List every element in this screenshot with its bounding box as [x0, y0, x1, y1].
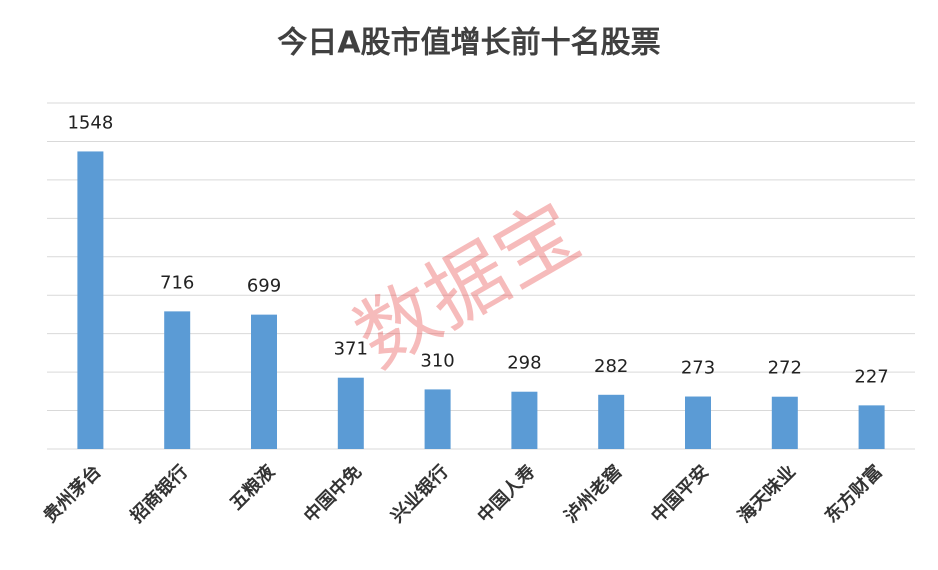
bar — [511, 391, 538, 449]
bar — [251, 314, 277, 449]
x-tick-label: 中国中免 — [299, 461, 365, 527]
bar — [164, 311, 191, 449]
value-label: 310 — [420, 350, 454, 371]
value-label: 298 — [507, 353, 541, 374]
value-label: 371 — [334, 339, 368, 360]
x-tick-label: 中国平安 — [647, 461, 713, 527]
value-label: 273 — [681, 358, 715, 379]
watermark: 数据宝 — [340, 185, 594, 386]
bar — [77, 151, 104, 449]
bar — [858, 405, 885, 449]
x-tick-label: 中国人寿 — [473, 461, 539, 527]
x-tick-label: 兴业银行 — [386, 461, 452, 527]
x-tick-label: 东方财富 — [820, 461, 886, 527]
x-tick-label: 泸州老窖 — [560, 461, 626, 527]
bar — [598, 394, 625, 449]
chart-title: 今日A股市值增长前十名股票 — [277, 26, 660, 61]
x-tick-label: 招商银行 — [126, 461, 192, 527]
x-tick-label: 五粮液 — [225, 460, 279, 514]
bar — [685, 396, 711, 449]
x-tick-label: 贵州茅台 — [39, 461, 105, 527]
value-label: 272 — [768, 358, 802, 379]
bar — [771, 396, 798, 449]
value-label: 716 — [160, 272, 194, 293]
value-label: 699 — [247, 276, 281, 297]
bar — [424, 389, 451, 449]
value-label: 227 — [854, 366, 888, 387]
value-label: 282 — [594, 356, 628, 377]
value-label: 1548 — [67, 112, 113, 133]
bar — [337, 377, 364, 449]
x-tick-label: 海天味业 — [733, 461, 799, 527]
